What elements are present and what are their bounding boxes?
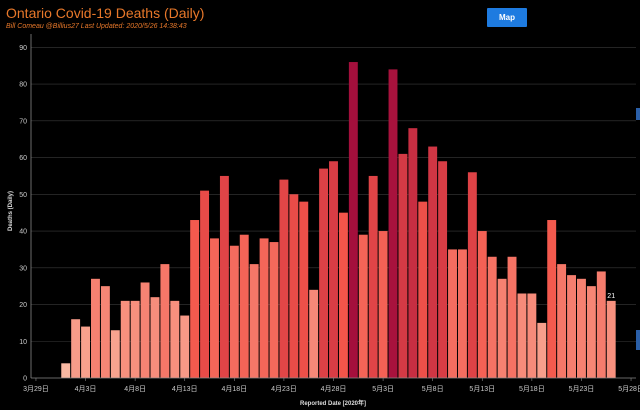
bar-2020-05-19[interactable] — [537, 322, 547, 378]
bar-2020-04-15[interactable] — [200, 190, 210, 378]
y-tick-label: 90 — [19, 45, 27, 52]
y-tick-label: 80 — [19, 82, 27, 89]
bar-2020-04-25[interactable] — [299, 201, 309, 378]
bar-2020-04-16[interactable] — [210, 238, 219, 378]
x-tick-label: 5月13日 — [469, 385, 495, 393]
bar-2020-05-24[interactable] — [586, 286, 596, 378]
bar-2020-05-20[interactable] — [547, 220, 557, 378]
bar-2020-04-22[interactable] — [269, 242, 279, 378]
bar-2020-05-09[interactable] — [438, 161, 448, 378]
x-axis-title: Reported Date [2020年] — [300, 399, 366, 407]
bar-2020-04-28[interactable] — [329, 161, 338, 378]
bar-2020-04-05[interactable] — [100, 286, 110, 378]
bars — [61, 62, 616, 379]
y-tick-label: 70 — [19, 118, 27, 125]
bar-2020-05-06[interactable] — [408, 128, 418, 378]
bar-2020-05-14[interactable] — [487, 256, 497, 378]
bar-2020-05-21[interactable] — [557, 264, 567, 378]
bar-2020-05-23[interactable] — [576, 278, 586, 378]
bar-2020-04-17[interactable] — [219, 175, 229, 378]
bar-2020-05-05[interactable] — [398, 153, 408, 378]
bar-2020-04-14[interactable] — [190, 220, 200, 378]
x-tick-label: 5月18日 — [519, 385, 545, 393]
map-button[interactable]: Map — [487, 8, 527, 27]
y-tick-labels: 0 10 20 30 40 50 60 70 80 90 — [19, 45, 27, 383]
bar-2020-05-12[interactable] — [467, 172, 477, 378]
bar-2020-04-30[interactable] — [348, 62, 358, 378]
bar-2020-05-08[interactable] — [428, 146, 438, 378]
bar-2020-04-13[interactable] — [180, 315, 190, 378]
right-edge-tab-lower[interactable] — [636, 330, 640, 350]
bar-2020-04-24[interactable] — [289, 194, 299, 378]
bar-2020-05-18[interactable] — [527, 293, 537, 379]
y-tick-label: 60 — [19, 155, 27, 162]
bar-2020-04-02[interactable] — [71, 319, 81, 378]
bar-2020-05-17[interactable] — [517, 293, 527, 379]
bar-2020-04-19[interactable] — [239, 234, 249, 378]
bar-2020-05-25[interactable] — [596, 271, 606, 378]
bar-2020-04-26[interactable] — [309, 289, 319, 378]
bar-2020-04-11[interactable] — [160, 264, 170, 378]
bar-data-label: 21 — [607, 293, 615, 300]
bar-2020-05-16[interactable] — [507, 256, 517, 378]
bar-2020-05-01[interactable] — [358, 234, 368, 378]
x-tick-labels: 3月29日 4月3日 4月8日 4月13日 4月18日 4月23日 4月28日 5月3日 5月8… — [23, 378, 640, 393]
bar-2020-05-26[interactable] — [606, 300, 616, 378]
bar-2020-05-04[interactable] — [388, 69, 398, 379]
y-tick-label: 30 — [19, 265, 27, 272]
data-labels: 21 — [607, 293, 615, 300]
bar-2020-05-13[interactable] — [477, 231, 487, 378]
y-tick-label: 20 — [19, 302, 27, 309]
x-tick-label: 4月18日 — [221, 385, 247, 393]
bar-2020-04-27[interactable] — [319, 168, 329, 378]
x-tick-label: 4月23日 — [271, 385, 297, 393]
x-tick-label: 5月28日 — [618, 385, 640, 393]
bar-2020-04-12[interactable] — [170, 300, 180, 378]
bar-2020-04-29[interactable] — [338, 212, 348, 378]
page-subtitle: Bill Comeau @Billius27 Last Updated: 202… — [6, 23, 187, 30]
x-tick-label: 4月3日 — [75, 385, 97, 393]
bar-2020-04-21[interactable] — [259, 238, 269, 378]
y-tick-label: 50 — [19, 192, 27, 199]
bar-2020-04-18[interactable] — [229, 245, 239, 378]
bar-2020-04-07[interactable] — [120, 300, 130, 378]
bar-2020-05-02[interactable] — [368, 175, 378, 378]
x-tick-label: 5月3日 — [372, 385, 394, 393]
x-tick-label: 4月28日 — [321, 385, 347, 393]
right-edge-tab-upper[interactable] — [636, 108, 640, 120]
bar-2020-05-11[interactable] — [457, 249, 467, 378]
bar-2020-05-15[interactable] — [497, 278, 507, 378]
y-tick-label: 0 — [23, 376, 27, 383]
bar-2020-04-10[interactable] — [150, 297, 160, 378]
x-tick-label: 5月8日 — [422, 385, 444, 393]
y-tick-label: 10 — [19, 339, 27, 346]
bar-2020-04-09[interactable] — [140, 282, 150, 378]
bar-2020-04-08[interactable] — [130, 300, 140, 378]
bar-2020-04-20[interactable] — [249, 264, 259, 378]
bar-2020-04-03[interactable] — [81, 326, 91, 378]
bar-2020-05-10[interactable] — [448, 249, 457, 378]
y-axis-title: Deaths (Daily) — [8, 191, 14, 231]
bar-2020-05-22[interactable] — [567, 275, 576, 378]
bar-2020-05-07[interactable] — [418, 201, 428, 378]
bar-2020-04-04[interactable] — [91, 278, 100, 378]
y-tick-label: 40 — [19, 229, 27, 236]
x-tick-label: 4月8日 — [124, 385, 146, 393]
x-tick-label: 5月23日 — [569, 385, 595, 393]
bar-2020-04-23[interactable] — [279, 179, 289, 378]
bar-2020-04-01[interactable] — [61, 363, 71, 378]
page-title: Ontario Covid-19 Deaths (Daily) — [6, 5, 205, 21]
x-tick-label: 4月13日 — [172, 385, 198, 393]
bar-2020-04-06[interactable] — [110, 330, 120, 378]
x-tick-label: 3月29日 — [23, 385, 49, 393]
bar-2020-05-03[interactable] — [378, 231, 388, 378]
